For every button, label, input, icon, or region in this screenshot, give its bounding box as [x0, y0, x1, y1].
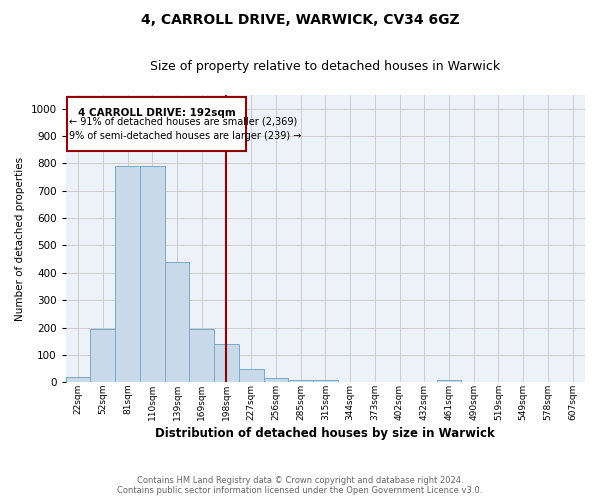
Text: 9% of semi-detached houses are larger (239) →: 9% of semi-detached houses are larger (2…: [70, 131, 302, 141]
Bar: [313, 380, 338, 382]
Bar: [288, 380, 313, 382]
Bar: [91, 329, 115, 382]
Bar: [164, 262, 190, 382]
Bar: [140, 166, 164, 382]
Bar: [66, 378, 91, 382]
Bar: [115, 166, 140, 382]
Text: ← 91% of detached houses are smaller (2,369): ← 91% of detached houses are smaller (2,…: [70, 116, 298, 126]
Bar: [437, 380, 461, 382]
Y-axis label: Number of detached properties: Number of detached properties: [15, 156, 25, 320]
Bar: [190, 329, 214, 382]
Text: 4 CARROLL DRIVE: 192sqm: 4 CARROLL DRIVE: 192sqm: [78, 108, 235, 118]
Text: Contains HM Land Registry data © Crown copyright and database right 2024.
Contai: Contains HM Land Registry data © Crown c…: [118, 476, 482, 495]
X-axis label: Distribution of detached houses by size in Warwick: Distribution of detached houses by size …: [155, 427, 495, 440]
Bar: [263, 378, 288, 382]
Bar: [67, 97, 246, 151]
Bar: [214, 344, 239, 383]
Bar: [239, 369, 263, 382]
Text: 4, CARROLL DRIVE, WARWICK, CV34 6GZ: 4, CARROLL DRIVE, WARWICK, CV34 6GZ: [140, 12, 460, 26]
Title: Size of property relative to detached houses in Warwick: Size of property relative to detached ho…: [150, 60, 500, 73]
